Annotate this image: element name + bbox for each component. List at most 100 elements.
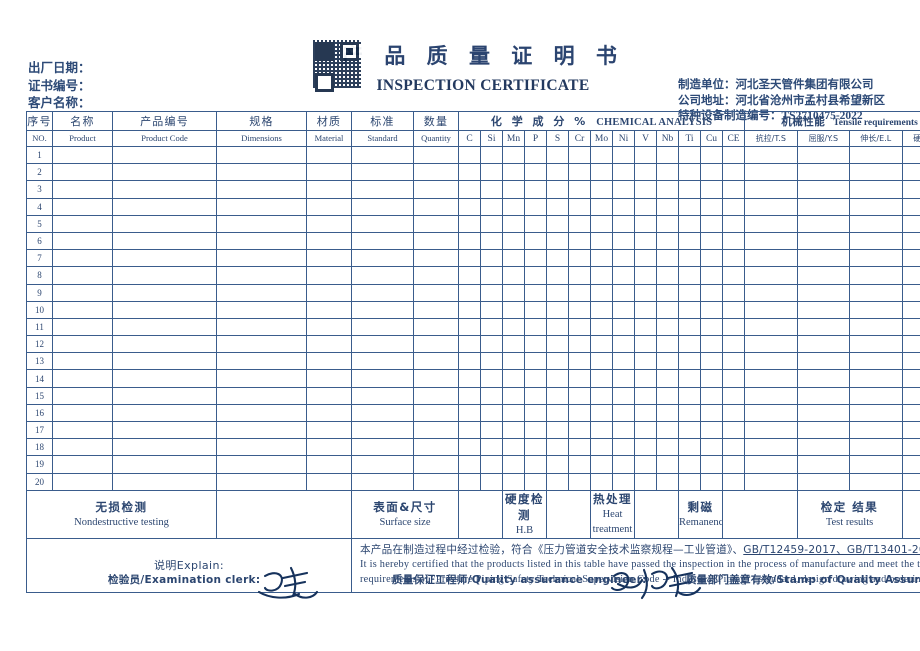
table-cell[interactable] — [216, 438, 307, 457]
table-cell[interactable] — [458, 317, 481, 337]
table-cell[interactable] — [678, 300, 701, 319]
table-cell[interactable] — [413, 283, 459, 302]
table-cell[interactable] — [502, 369, 525, 388]
table-cell[interactable] — [216, 266, 307, 285]
table-cell[interactable] — [480, 283, 503, 302]
table-cell[interactable] — [52, 266, 113, 285]
table-cell[interactable] — [678, 145, 701, 165]
table-cell[interactable] — [112, 317, 217, 337]
summary-value-2[interactable] — [546, 489, 591, 539]
table-cell[interactable] — [849, 163, 903, 182]
table-cell[interactable] — [678, 455, 701, 474]
table-cell[interactable] — [796, 180, 851, 199]
table-cell[interactable] — [634, 145, 657, 165]
table-cell[interactable] — [700, 231, 723, 251]
table-cell[interactable] — [568, 231, 591, 251]
table-cell[interactable] — [112, 197, 217, 216]
table-cell[interactable] — [546, 472, 569, 491]
table-cell[interactable] — [849, 369, 903, 388]
table-cell[interactable] — [678, 352, 701, 371]
row-number[interactable]: 19 — [26, 455, 53, 474]
table-cell[interactable] — [612, 369, 635, 388]
table-cell[interactable] — [634, 420, 657, 440]
table-cell[interactable] — [700, 163, 723, 182]
table-cell[interactable] — [546, 300, 569, 319]
table-cell[interactable] — [590, 438, 613, 457]
table-cell[interactable] — [351, 300, 414, 319]
table-cell[interactable] — [306, 180, 352, 199]
table-cell[interactable] — [502, 455, 525, 474]
table-cell[interactable] — [480, 249, 503, 268]
table-cell[interactable] — [502, 231, 525, 251]
table-cell[interactable] — [796, 455, 851, 474]
table-cell[interactable] — [744, 249, 798, 268]
table-cell[interactable] — [901, 197, 920, 216]
table-cell[interactable] — [590, 266, 613, 285]
table-cell[interactable] — [546, 386, 569, 405]
table-cell[interactable] — [351, 214, 414, 233]
table-cell[interactable] — [634, 180, 657, 199]
table-cell[interactable] — [700, 266, 723, 285]
table-cell[interactable] — [112, 369, 217, 388]
table-cell[interactable] — [306, 231, 352, 251]
table-cell[interactable] — [656, 163, 679, 182]
table-cell[interactable] — [306, 369, 352, 388]
row-number[interactable]: 3 — [26, 180, 53, 199]
table-cell[interactable] — [849, 214, 903, 233]
table-cell[interactable] — [612, 455, 635, 474]
table-cell[interactable] — [590, 472, 613, 491]
table-cell[interactable] — [656, 438, 679, 457]
table-cell[interactable] — [634, 300, 657, 319]
table-cell[interactable] — [700, 214, 723, 233]
table-cell[interactable] — [590, 231, 613, 251]
table-cell[interactable] — [721, 352, 746, 371]
table-cell[interactable] — [634, 214, 657, 233]
table-cell[interactable] — [351, 163, 414, 182]
table-cell[interactable] — [351, 266, 414, 285]
table-cell[interactable] — [721, 386, 746, 405]
table-cell[interactable] — [849, 300, 903, 319]
table-cell[interactable] — [796, 163, 851, 182]
table-cell[interactable] — [502, 420, 525, 440]
table-cell[interactable] — [413, 231, 459, 251]
table-cell[interactable] — [700, 472, 723, 491]
summary-value-0[interactable] — [216, 489, 352, 539]
table-cell[interactable] — [612, 438, 635, 457]
table-cell[interactable] — [656, 369, 679, 388]
table-cell[interactable] — [480, 335, 503, 354]
table-cell[interactable] — [612, 266, 635, 285]
table-cell[interactable] — [413, 266, 459, 285]
row-number[interactable]: 4 — [26, 197, 53, 216]
row-number[interactable]: 9 — [26, 283, 53, 302]
table-cell[interactable] — [112, 335, 217, 354]
table-cell[interactable] — [612, 386, 635, 405]
table-cell[interactable] — [700, 403, 723, 423]
table-cell[interactable] — [216, 300, 307, 319]
table-cell[interactable] — [112, 180, 217, 199]
table-cell[interactable] — [796, 300, 851, 319]
table-cell[interactable] — [413, 145, 459, 165]
table-cell[interactable] — [612, 472, 635, 491]
table-cell[interactable] — [112, 145, 217, 165]
table-cell[interactable] — [678, 249, 701, 268]
table-cell[interactable] — [546, 352, 569, 371]
table-cell[interactable] — [700, 386, 723, 405]
table-cell[interactable] — [568, 317, 591, 337]
row-number[interactable]: 7 — [26, 249, 53, 268]
table-cell[interactable] — [351, 180, 414, 199]
table-cell[interactable] — [112, 472, 217, 491]
table-cell[interactable] — [700, 369, 723, 388]
table-cell[interactable] — [612, 283, 635, 302]
table-cell[interactable] — [502, 145, 525, 165]
table-cell[interactable] — [458, 438, 481, 457]
table-cell[interactable] — [216, 403, 307, 423]
table-cell[interactable] — [796, 214, 851, 233]
table-cell[interactable] — [524, 214, 547, 233]
table-cell[interactable] — [678, 231, 701, 251]
table-cell[interactable] — [796, 438, 851, 457]
table-cell[interactable] — [480, 403, 503, 423]
table-cell[interactable] — [52, 249, 113, 268]
table-cell[interactable] — [744, 317, 798, 337]
table-cell[interactable] — [458, 300, 481, 319]
table-cell[interactable] — [413, 420, 459, 440]
